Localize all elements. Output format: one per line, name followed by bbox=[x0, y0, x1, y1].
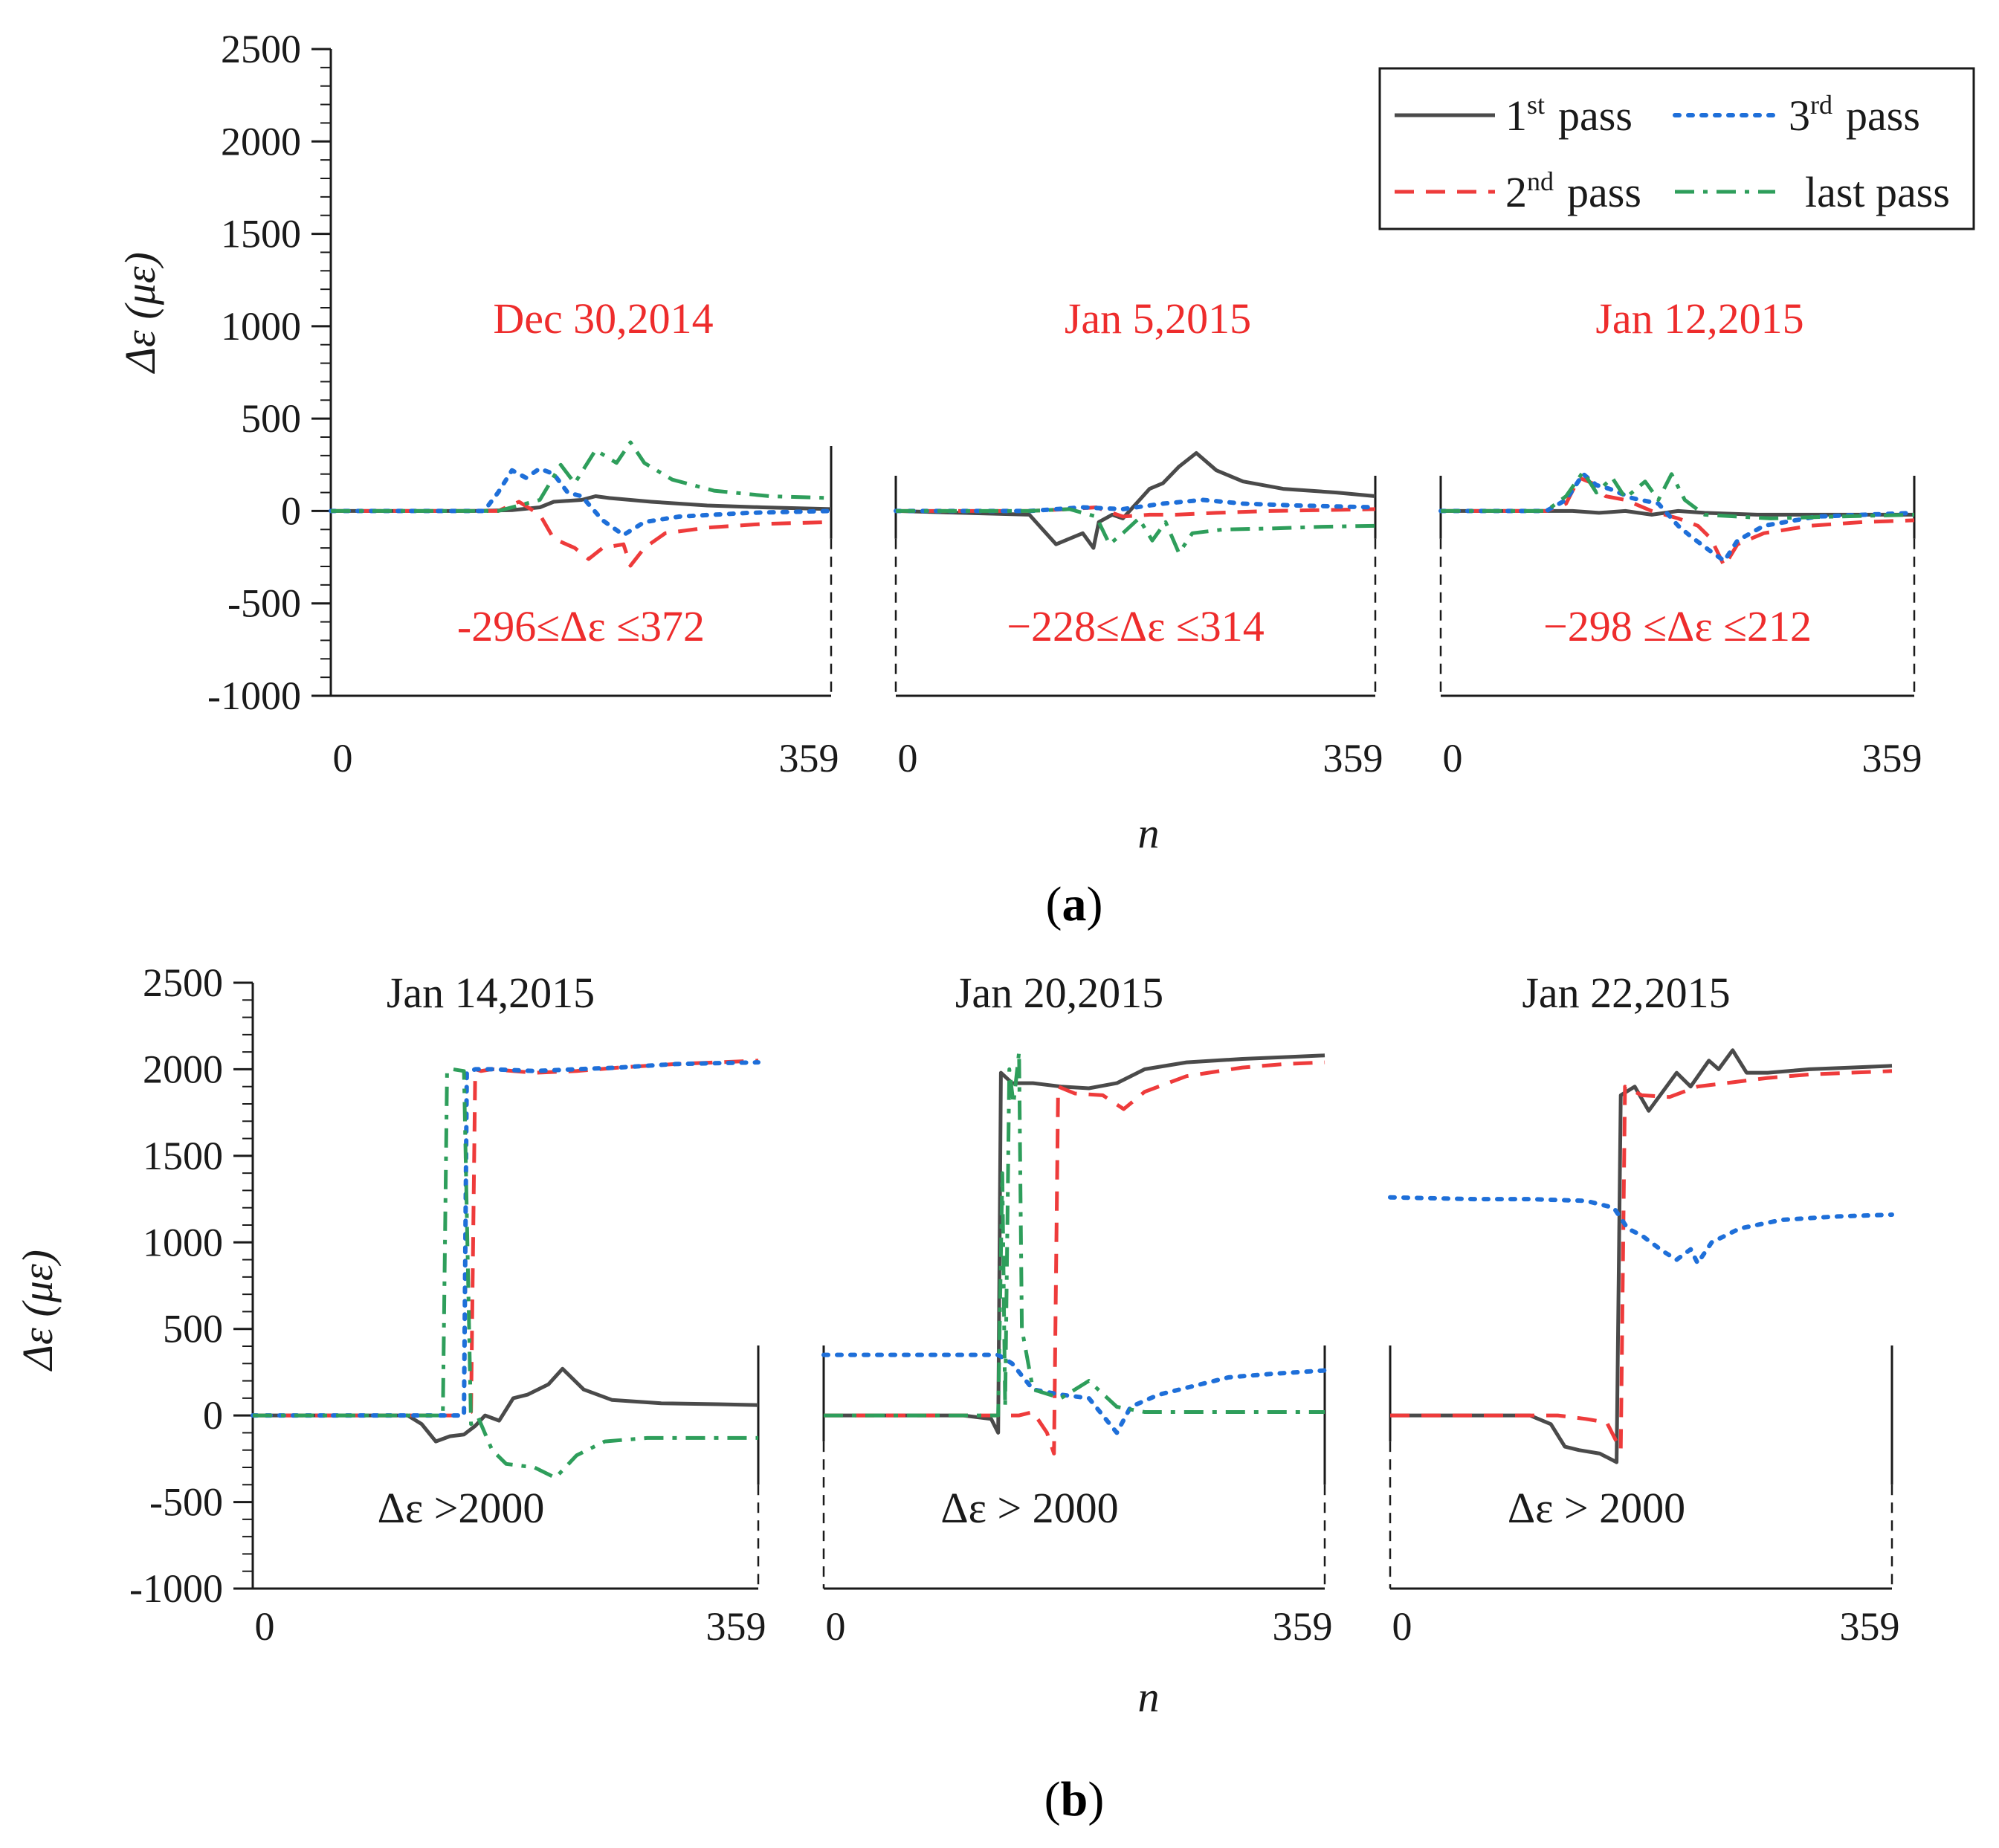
y-tick-label: 0 bbox=[203, 1393, 223, 1438]
panel-b: 2500 2000 1500 1000 500 0 -500 -1000 Δε (με) 0 359… bbox=[13, 960, 1900, 1826]
series-1st-pass-line bbox=[1390, 1048, 1893, 1464]
series-last-pass-line bbox=[331, 440, 832, 513]
subplot-b-3: 0 359 Jan 22,2015 Δε > 2000 bbox=[1388, 969, 1900, 1649]
y-tick-label: 1500 bbox=[221, 212, 301, 256]
y-tick-label: 2000 bbox=[143, 1047, 223, 1091]
paren: ( bbox=[1044, 1772, 1061, 1826]
subplot-a-1: 0 359 Dec 30,2014 -296≤Δε ≤372 bbox=[329, 294, 839, 781]
y-tick-label: 1000 bbox=[143, 1220, 223, 1264]
x-tick-label: 359 bbox=[1273, 1604, 1333, 1649]
x-tick-label: 0 bbox=[333, 736, 353, 781]
paren: ( bbox=[1046, 877, 1062, 931]
legend-label-2nd-pass: 2nd pass bbox=[1505, 167, 1641, 216]
legend-label-main: last pass bbox=[1805, 168, 1950, 216]
subplot-b-1: 0 359 Jan 14,2015 Δε >2000 bbox=[251, 969, 766, 1649]
x-axis-label: n bbox=[1138, 809, 1160, 857]
x-tick-label: 0 bbox=[826, 1604, 846, 1649]
series-3rd-pass-line bbox=[821, 1352, 1327, 1435]
range-annotation: Δε >2000 bbox=[378, 1484, 545, 1532]
x-tick-label: 0 bbox=[1392, 1604, 1412, 1649]
series-3rd-pass-line bbox=[1438, 471, 1916, 563]
legend-label-sup: st bbox=[1527, 90, 1545, 120]
subplot-b-2: 0 359 Jan 20,2015 Δε > 2000 bbox=[821, 969, 1333, 1649]
panel-label: (b) bbox=[1044, 1772, 1105, 1826]
legend-label-1st-pass: 1st pass bbox=[1505, 90, 1633, 140]
panel-label: (a) bbox=[1046, 877, 1103, 931]
series-1st-pass-line bbox=[895, 450, 1376, 550]
y-tick-label: 500 bbox=[241, 396, 301, 441]
y-tick-label: 2500 bbox=[143, 960, 223, 1005]
series-3rd-pass-line bbox=[329, 466, 833, 537]
paren: ) bbox=[1087, 877, 1103, 931]
x-tick-label: 0 bbox=[255, 1604, 275, 1649]
subplot-date: Jan 14,2015 bbox=[387, 969, 595, 1017]
series-1st-pass-line bbox=[331, 494, 832, 513]
x-tick-label: 359 bbox=[1840, 1604, 1900, 1649]
series-2nd-pass-line bbox=[253, 1059, 759, 1418]
paren: ) bbox=[1088, 1772, 1104, 1826]
range-annotation: -296≤Δε ≤372 bbox=[457, 602, 705, 650]
series-last-pass-line bbox=[253, 1067, 758, 1480]
y-axis-label: Δε (με) bbox=[116, 252, 164, 374]
series-3rd-pass-line bbox=[1388, 1195, 1894, 1266]
subplot-date: Jan 22,2015 bbox=[1522, 969, 1730, 1017]
series-last-pass-line bbox=[1441, 470, 1915, 520]
y-tick-label: 0 bbox=[281, 488, 301, 533]
series-2nd-pass-line bbox=[824, 1060, 1325, 1456]
subplot-a-2: 0 359 Jan 5,2015 −228≤Δε ≤314 bbox=[894, 294, 1383, 781]
subplot-a-3: 0 359 Jan 12,2015 −298 ≤Δε ≤212 bbox=[1438, 294, 1922, 781]
x-tick-label: 359 bbox=[706, 1604, 766, 1649]
y-tick-label: 1500 bbox=[143, 1134, 223, 1178]
y-tick-label: 500 bbox=[163, 1307, 223, 1351]
legend-label-suffix: pass bbox=[1846, 91, 1920, 140]
legend-box bbox=[1378, 67, 1975, 230]
series-1st-pass-line bbox=[824, 1053, 1325, 1435]
legend-label-main: 3 bbox=[1789, 91, 1810, 140]
panel-a: 2500 2000 1500 1000 500 0 -500 -1000 Δε (με) 0 359… bbox=[116, 27, 1922, 931]
legend-label-suffix: pass bbox=[1558, 91, 1633, 140]
legend-label-sup: nd bbox=[1527, 167, 1554, 196]
x-tick-label: 0 bbox=[1443, 736, 1463, 781]
subplot-date: Jan 5,2015 bbox=[1065, 294, 1251, 343]
y-tick-label: 2500 bbox=[221, 27, 301, 71]
legend-label-3rd-pass: 3rd pass bbox=[1789, 90, 1920, 140]
legend-label-last-pass: last pass bbox=[1805, 168, 1950, 216]
series-2nd-pass-line bbox=[896, 505, 1376, 519]
x-tick-label: 0 bbox=[898, 736, 918, 781]
y-tick-label: -500 bbox=[227, 581, 301, 626]
range-annotation: Δε > 2000 bbox=[1508, 1484, 1685, 1532]
range-annotation: Δε > 2000 bbox=[940, 1484, 1118, 1532]
legend-label-suffix: pass bbox=[1567, 168, 1641, 216]
series-last-pass-line bbox=[896, 507, 1376, 555]
panel-letter: a bbox=[1062, 877, 1087, 931]
x-axis-label: n bbox=[1138, 1673, 1160, 1721]
series-3rd-pass-line bbox=[251, 1060, 760, 1418]
y-tick-label: 1000 bbox=[221, 304, 301, 349]
y-tick-label: -1000 bbox=[129, 1566, 223, 1611]
x-tick-label: 359 bbox=[779, 736, 839, 781]
y-tick-label: -1000 bbox=[207, 673, 301, 718]
range-annotation: −298 ≤Δε ≤212 bbox=[1543, 602, 1812, 650]
subplot-date: Jan 20,2015 bbox=[955, 969, 1163, 1017]
subplot-date: Dec 30,2014 bbox=[493, 294, 713, 343]
series-1st-pass-line bbox=[253, 1366, 759, 1444]
panel-letter: b bbox=[1061, 1772, 1088, 1826]
y-tick-label: -500 bbox=[149, 1480, 223, 1525]
range-annotation: −228≤Δε ≤314 bbox=[1007, 602, 1265, 650]
series-3rd-pass-line bbox=[894, 497, 1378, 514]
legend-label-sup: rd bbox=[1810, 90, 1832, 120]
series-2nd-pass-line bbox=[1441, 476, 1915, 568]
y-axis-label: Δε (με) bbox=[13, 1250, 62, 1372]
series-2nd-pass-line bbox=[1390, 1069, 1893, 1453]
legend-label-main: 2 bbox=[1505, 168, 1527, 216]
series-2nd-pass-line bbox=[331, 500, 832, 568]
legend-label-main: 1 bbox=[1505, 91, 1527, 140]
y-tick-label: 2000 bbox=[221, 119, 301, 164]
series-last-pass-line bbox=[824, 1050, 1325, 1418]
x-tick-label: 359 bbox=[1862, 736, 1922, 781]
subplot-date: Jan 12,2015 bbox=[1595, 294, 1803, 343]
x-tick-label: 359 bbox=[1323, 736, 1383, 781]
